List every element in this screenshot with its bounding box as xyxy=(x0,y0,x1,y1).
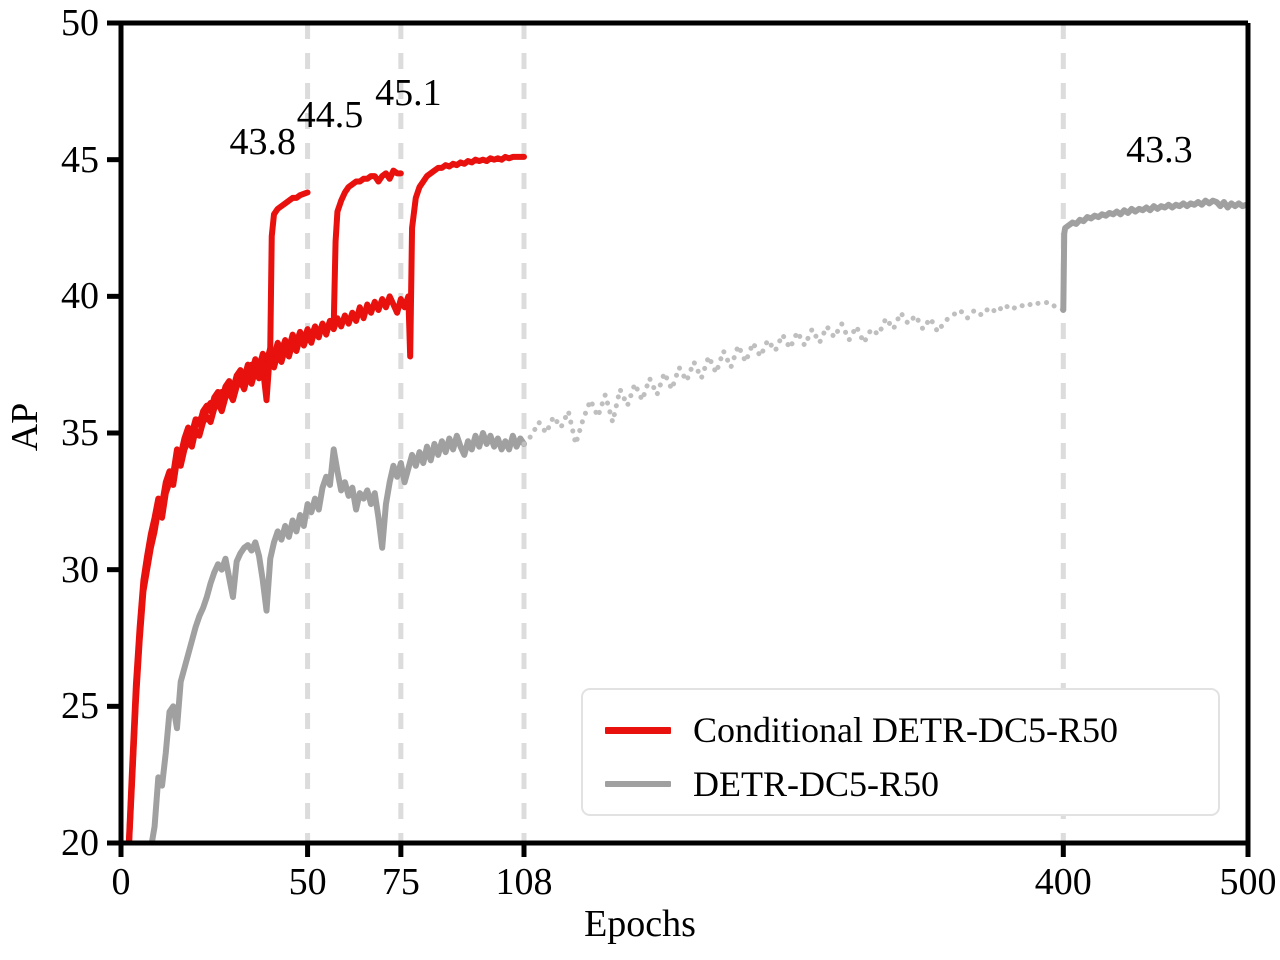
ytick-label-20: 20 xyxy=(61,822,99,864)
xtick-label-500: 500 xyxy=(1219,861,1277,903)
legend-swatch-conditional-detr xyxy=(605,726,671,734)
legend-item-conditional-detr: Conditional DETR-DC5-R50 xyxy=(605,708,1118,752)
xtick-label-50: 50 xyxy=(288,861,327,903)
series-path-1 xyxy=(125,167,404,843)
xtick-label-75: 75 xyxy=(381,861,420,903)
series-path-4 xyxy=(521,299,1066,447)
ytick-label-30: 30 xyxy=(61,548,99,591)
legend-label-conditional-detr: Conditional DETR-DC5-R50 xyxy=(693,710,1118,750)
xtick-label-400: 400 xyxy=(1034,861,1092,903)
annotation-45-1: 45.1 xyxy=(375,72,442,115)
x-axis-title: Epochs xyxy=(584,903,696,945)
ytick-label-35: 35 xyxy=(61,412,99,454)
legend-label-detr: DETR-DC5-R50 xyxy=(693,764,939,804)
ytick-label-50: 50 xyxy=(61,2,99,44)
axis-ticks-group xyxy=(107,20,1251,857)
ytick-label-45: 45 xyxy=(61,138,99,181)
series-path-2 xyxy=(126,153,527,843)
data-series-group xyxy=(125,153,1248,843)
ytick-label-25: 25 xyxy=(61,685,99,728)
xtick-label-108: 108 xyxy=(495,861,553,903)
legend-swatch-detr xyxy=(605,781,671,787)
annotation-44-5: 44.5 xyxy=(296,93,364,136)
ytick-label-40: 40 xyxy=(61,275,99,318)
y-axis-title: AP xyxy=(4,402,46,452)
legend-item-detr: DETR-DC5-R50 xyxy=(605,762,939,806)
annotation-43-8: 43.8 xyxy=(229,121,297,164)
series-path-5 xyxy=(1060,197,1248,313)
series-path-3 xyxy=(148,430,527,843)
annotation-43-3: 43.3 xyxy=(1126,129,1193,172)
chart-legend: Conditional DETR-DC5-R50 DETR-DC5-R50 xyxy=(581,688,1220,816)
xtick-label-0: 0 xyxy=(111,861,131,903)
